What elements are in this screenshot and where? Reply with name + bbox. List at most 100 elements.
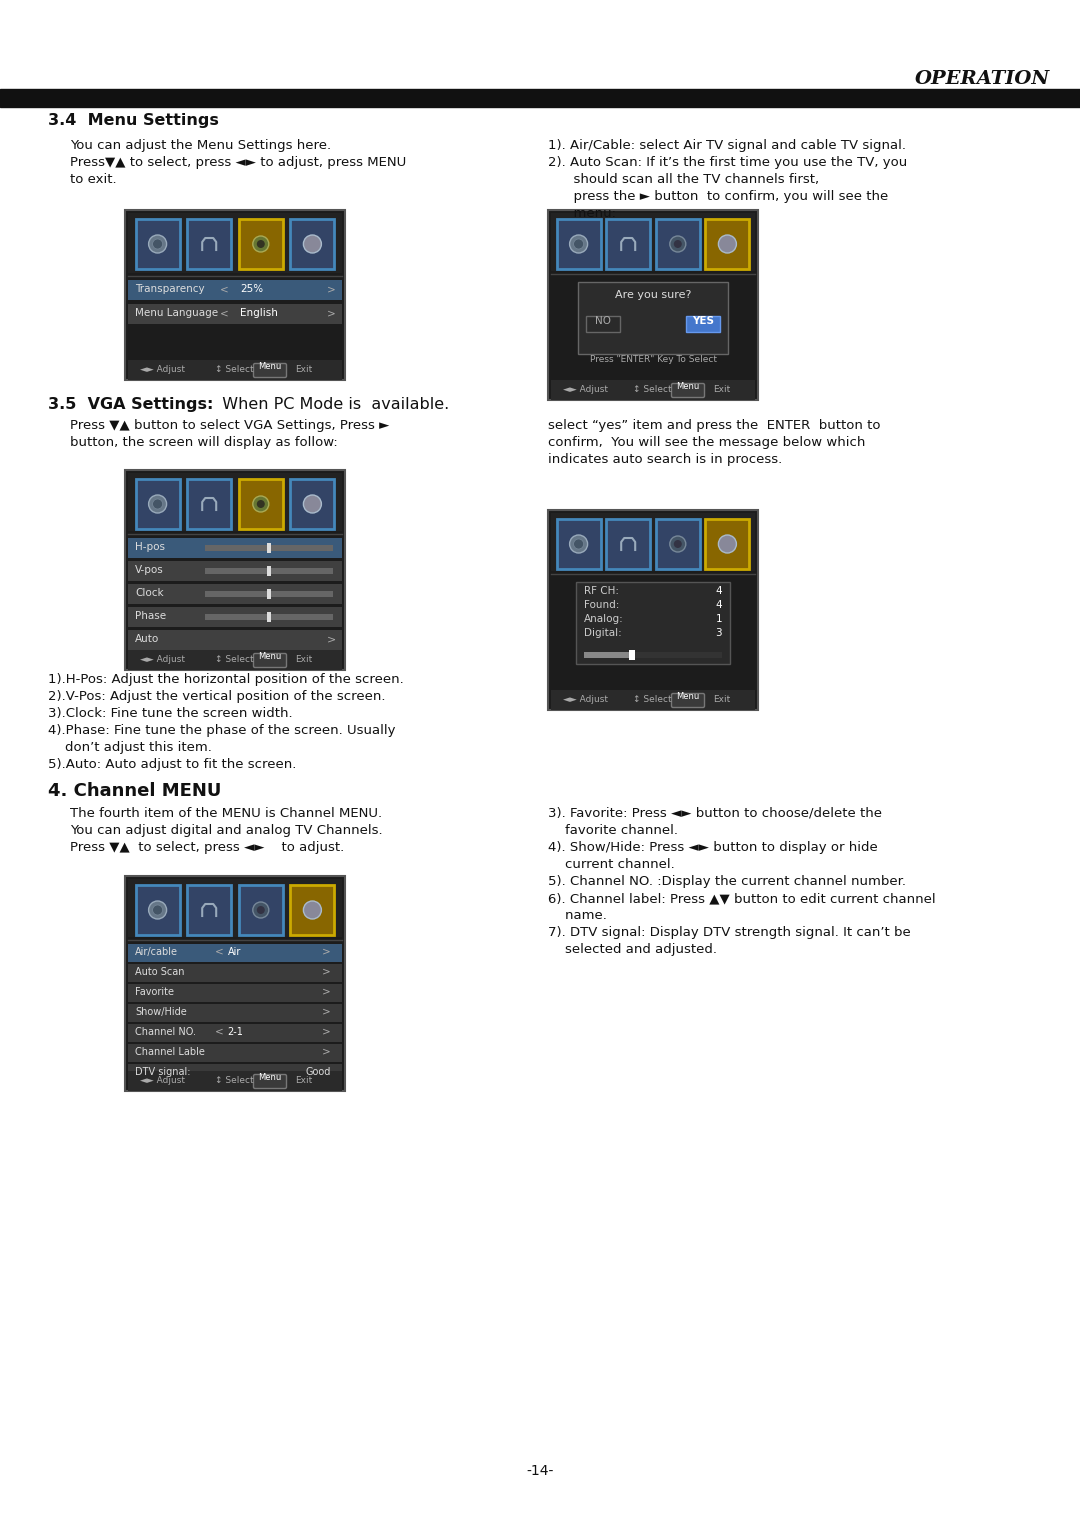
Bar: [136, 480, 179, 530]
Bar: [129, 983, 342, 1002]
Text: ◄► Adjust: ◄► Adjust: [563, 694, 608, 704]
Text: 5). Channel NO. :Display the current channel number.: 5). Channel NO. :Display the current cha…: [548, 875, 906, 888]
Text: button, the screen will display as follow:: button, the screen will display as follo…: [70, 436, 338, 449]
Bar: [267, 543, 271, 552]
Text: menu:: menu:: [548, 207, 616, 219]
Text: should scan all the TV channels first,: should scan all the TV channels first,: [548, 172, 819, 186]
Text: NO: NO: [595, 316, 611, 325]
Text: don’t adjust this item.: don’t adjust this item.: [48, 741, 212, 753]
Text: favorite channel.: favorite channel.: [548, 825, 678, 837]
Bar: [205, 567, 333, 573]
Text: select “yes” item and press the  ENTER  button to: select “yes” item and press the ENTER bu…: [548, 419, 880, 433]
Circle shape: [253, 496, 269, 511]
Bar: [267, 611, 271, 622]
Bar: [205, 545, 333, 551]
Bar: [129, 584, 342, 604]
Text: 4: 4: [715, 601, 723, 610]
Text: Menu: Menu: [258, 1073, 282, 1082]
Text: ↕ Select: ↕ Select: [633, 694, 672, 704]
Text: >: >: [322, 1047, 330, 1058]
Bar: [129, 1071, 342, 1091]
Bar: [129, 213, 342, 272]
Bar: [136, 885, 179, 935]
Circle shape: [149, 902, 166, 918]
Text: Are you sure?: Are you sure?: [615, 290, 691, 300]
Bar: [239, 219, 283, 269]
Text: Channel Lable: Channel Lable: [135, 1047, 205, 1058]
Text: -14-: -14-: [526, 1465, 554, 1478]
Text: ◄► Adjust: ◄► Adjust: [563, 384, 608, 393]
Bar: [129, 1024, 342, 1042]
Bar: [606, 519, 650, 569]
Bar: [548, 510, 758, 710]
Bar: [187, 885, 231, 935]
Text: ↕ Select: ↕ Select: [633, 384, 672, 393]
Bar: [576, 583, 730, 664]
Bar: [129, 474, 342, 531]
Bar: [291, 480, 335, 530]
Bar: [551, 513, 755, 570]
Bar: [129, 280, 342, 300]
Bar: [129, 964, 342, 982]
Text: >: >: [327, 309, 336, 318]
Bar: [239, 885, 283, 935]
Bar: [129, 879, 342, 937]
Text: Menu: Menu: [258, 652, 282, 661]
Bar: [129, 304, 342, 324]
Circle shape: [718, 536, 737, 552]
Bar: [240, 1074, 265, 1079]
Text: Clock: Clock: [135, 589, 164, 598]
Text: Press ▼▲ button to select VGA Settings, Press ►: Press ▼▲ button to select VGA Settings, …: [70, 419, 390, 433]
Text: 3.5  VGA Settings:: 3.5 VGA Settings:: [48, 396, 214, 412]
Circle shape: [149, 235, 166, 253]
Text: confirm,  You will see the message below which: confirm, You will see the message below …: [548, 436, 865, 449]
Text: <: <: [220, 284, 229, 294]
Text: Exit: Exit: [295, 1076, 312, 1085]
Text: RF CH:: RF CH:: [584, 586, 619, 596]
Text: Favorite: Favorite: [135, 986, 174, 997]
FancyBboxPatch shape: [254, 1074, 286, 1088]
Text: Exit: Exit: [295, 655, 312, 664]
Bar: [584, 652, 632, 658]
Bar: [267, 566, 271, 576]
Circle shape: [253, 902, 269, 918]
Text: 4. Channel MENU: 4. Channel MENU: [48, 782, 221, 800]
Circle shape: [303, 495, 322, 513]
Bar: [129, 539, 342, 558]
Text: 6). Channel label: Press ▲▼ button to edit current channel: 6). Channel label: Press ▲▼ button to ed…: [548, 893, 935, 905]
Text: ↕ Select: ↕ Select: [215, 365, 254, 374]
Text: ◄► Adjust: ◄► Adjust: [140, 1076, 185, 1085]
Text: Exit: Exit: [713, 384, 730, 393]
Text: 1). Air/Cable: select Air TV signal and cable TV signal.: 1). Air/Cable: select Air TV signal and …: [548, 139, 906, 151]
Bar: [187, 480, 231, 530]
Text: H-pos: H-pos: [135, 542, 165, 552]
Text: Good: Good: [306, 1067, 330, 1077]
FancyBboxPatch shape: [672, 693, 704, 708]
Circle shape: [257, 906, 265, 914]
Text: ◄► Adjust: ◄► Adjust: [140, 365, 185, 374]
Text: DTV signal:: DTV signal:: [135, 1067, 190, 1077]
Circle shape: [573, 239, 583, 250]
Text: 3). Favorite: Press ◄► button to choose/delete the: 3). Favorite: Press ◄► button to choose/…: [548, 806, 882, 820]
Text: press the ► button  to confirm, you will see the: press the ► button to confirm, you will …: [548, 191, 888, 203]
FancyBboxPatch shape: [254, 363, 286, 378]
Bar: [125, 210, 345, 380]
Text: Menu Language: Menu Language: [135, 309, 218, 318]
Text: >: >: [322, 986, 330, 997]
Circle shape: [303, 902, 322, 918]
Text: >: >: [322, 947, 330, 958]
Text: English: English: [240, 309, 278, 318]
Text: 3: 3: [715, 628, 723, 638]
Text: When PC Mode is  available.: When PC Mode is available.: [212, 396, 449, 412]
Text: Press ▼▲  to select, press ◄►    to adjust.: Press ▼▲ to select, press ◄► to adjust.: [70, 841, 345, 853]
Text: Menu: Menu: [676, 691, 700, 701]
Circle shape: [149, 495, 166, 513]
Bar: [551, 690, 755, 710]
Bar: [656, 219, 700, 269]
Text: to exit.: to exit.: [70, 172, 117, 186]
Text: 4: 4: [715, 586, 723, 596]
Text: Found:: Found:: [584, 601, 619, 610]
Bar: [125, 471, 345, 670]
Text: 2-1: 2-1: [227, 1027, 243, 1036]
Bar: [291, 219, 335, 269]
